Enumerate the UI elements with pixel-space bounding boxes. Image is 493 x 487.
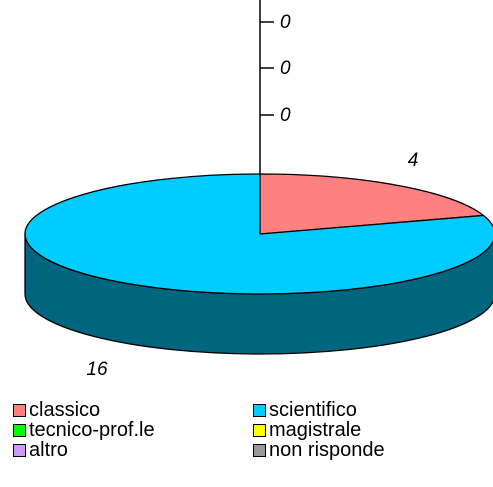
legend-item-magistrale: magistrale: [253, 420, 361, 440]
legend-swatch-non-risponde: [253, 443, 266, 457]
legend-label-scientifico: scientifico: [269, 399, 357, 421]
pie-slice-scientifico: [24, 173, 493, 295]
legend-swatch-tecnico-prof: [13, 423, 26, 437]
legend-item-tecnico-prof: tecnico-prof.le: [13, 420, 155, 440]
legend-label-altro: altro: [29, 439, 68, 461]
legend-item-altro: altro: [13, 440, 68, 460]
legend-item-classico: classico: [13, 400, 100, 420]
data-label-magistrale: 0: [280, 58, 291, 79]
data-label-scientifico: 16: [86, 359, 108, 380]
pie-chart: 4 16 0 0 0: [24, 0, 493, 380]
legend-swatch-magistrale: [253, 423, 266, 437]
legend-label-classico: classico: [29, 399, 101, 421]
legend-label-non-risponde: non risponde: [269, 439, 385, 461]
data-label-altro: 0: [280, 105, 291, 126]
legend-item-scientifico: scientifico: [253, 400, 357, 420]
legend-item-non-risponde: non risponde: [253, 440, 385, 460]
data-label-tecnico-prof-le: 0: [280, 12, 291, 33]
legend-swatch-scientifico: [253, 403, 266, 417]
data-label-classico: 4: [408, 150, 419, 171]
pie-slice-classico: [259, 173, 485, 235]
legend-swatch-classico: [13, 403, 26, 417]
legend-label-tecnico-prof: tecnico-prof.le: [29, 419, 155, 441]
legend-label-magistrale: magistrale: [269, 419, 362, 441]
legend-swatch-altro: [13, 443, 26, 457]
